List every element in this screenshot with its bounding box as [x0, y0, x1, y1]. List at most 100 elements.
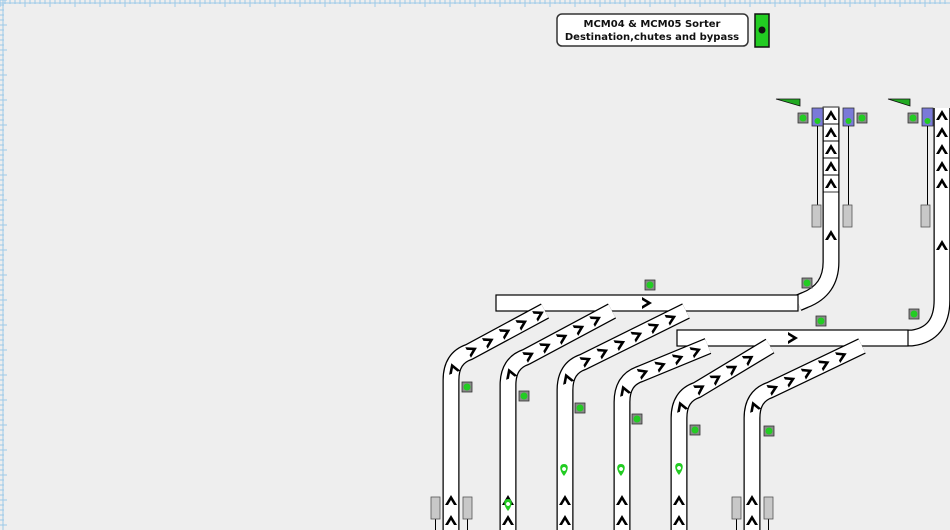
chevron	[449, 363, 461, 375]
chevron	[596, 348, 609, 360]
chevron	[498, 329, 511, 340]
location-pin	[560, 464, 568, 476]
cell	[822, 174, 840, 193]
chevron	[936, 178, 948, 188]
chevron	[746, 495, 758, 505]
status-led	[633, 415, 641, 423]
status-led	[646, 281, 654, 289]
belt	[443, 304, 549, 530]
chevron	[936, 110, 948, 120]
chevron	[579, 357, 592, 368]
chevron	[559, 495, 571, 505]
chevron	[788, 332, 798, 344]
sorter-line	[676, 329, 909, 347]
sensor	[731, 496, 742, 520]
belt	[614, 339, 711, 530]
chevron	[616, 515, 628, 525]
flag	[775, 98, 801, 107]
belt	[500, 304, 616, 530]
chevron	[616, 495, 628, 505]
status-led	[910, 310, 918, 318]
chevron	[502, 515, 514, 525]
sensor	[763, 496, 774, 520]
conveyors	[430, 98, 950, 530]
chevron	[671, 354, 684, 366]
sensor	[430, 496, 441, 520]
status-led	[463, 383, 471, 391]
chevron	[532, 311, 544, 322]
chevron	[673, 515, 685, 525]
status-led	[765, 427, 773, 435]
chevron	[522, 352, 534, 363]
chevron	[750, 401, 762, 413]
chevron	[766, 385, 779, 396]
chevron	[689, 347, 702, 359]
title-line: MCM04 & MCM05 Sorter	[584, 19, 721, 30]
chevron	[825, 161, 837, 171]
status-led	[858, 114, 866, 122]
chevron	[817, 360, 830, 372]
indicator-led	[814, 118, 821, 124]
chevron	[835, 352, 847, 364]
chevron	[825, 178, 837, 188]
chevron	[515, 320, 528, 331]
location-pin	[617, 464, 625, 476]
chevron	[677, 401, 689, 413]
title-box	[556, 13, 749, 47]
sensor	[920, 204, 931, 228]
location-pin	[675, 463, 683, 475]
chevron	[825, 144, 837, 154]
chevron	[445, 495, 457, 505]
belt	[671, 339, 774, 530]
nav-button[interactable]	[754, 13, 770, 48]
status-led	[909, 114, 917, 122]
status-led	[817, 317, 825, 325]
status-led	[799, 114, 807, 122]
status-led	[803, 279, 811, 287]
chevron	[572, 325, 585, 336]
chevron	[465, 347, 477, 358]
chevron	[741, 355, 754, 367]
status-led	[520, 392, 528, 400]
sensor	[462, 496, 473, 520]
status-led	[576, 404, 584, 412]
chevron	[936, 127, 948, 137]
chevron	[559, 515, 571, 525]
chevron	[613, 340, 626, 351]
chevron	[746, 515, 758, 525]
belt	[904, 108, 950, 346]
location-pin	[504, 499, 512, 511]
chevron	[563, 373, 575, 385]
chevron	[825, 230, 837, 240]
chevron	[936, 240, 948, 250]
chevron	[647, 323, 660, 335]
chevron	[825, 110, 837, 120]
chevron	[709, 375, 721, 386]
chevron	[654, 361, 666, 373]
belt	[557, 304, 690, 530]
chevron	[664, 314, 677, 326]
belt	[795, 108, 839, 310]
chevron	[630, 331, 643, 343]
chevron	[481, 338, 494, 349]
chevron	[825, 127, 837, 137]
sensor	[811, 204, 822, 228]
chevron	[783, 376, 796, 388]
chevron	[693, 385, 705, 396]
flag	[887, 98, 911, 107]
chevron	[725, 365, 738, 377]
button-icon[interactable]	[758, 26, 766, 34]
status-led	[691, 426, 699, 434]
chevron	[800, 368, 813, 380]
title-panel: MCM04 & MCM05 Sorter Destination,chutes …	[556, 13, 749, 47]
chevron	[589, 316, 601, 327]
chevron	[673, 495, 685, 505]
chevron	[620, 385, 632, 397]
title-line: Destination,chutes and bypass	[565, 32, 739, 43]
chevron	[936, 144, 948, 154]
chevron	[539, 343, 551, 354]
chevron	[555, 334, 568, 345]
chevron	[636, 368, 649, 380]
